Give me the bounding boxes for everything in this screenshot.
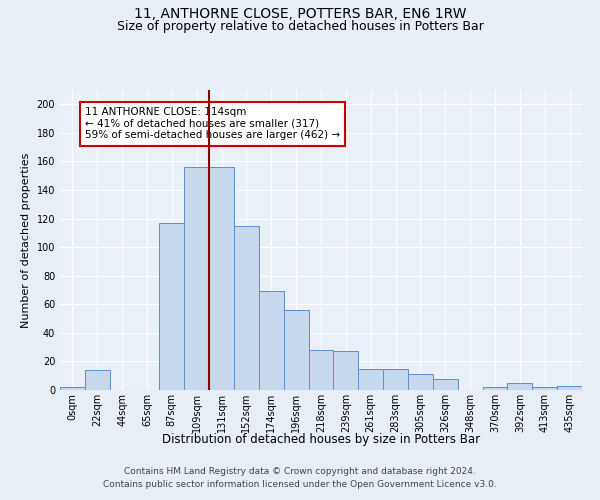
Bar bbox=[160, 223, 184, 390]
Bar bbox=[557, 386, 582, 390]
Text: 11, ANTHORNE CLOSE, POTTERS BAR, EN6 1RW: 11, ANTHORNE CLOSE, POTTERS BAR, EN6 1RW bbox=[134, 8, 466, 22]
Bar bbox=[408, 374, 433, 390]
Bar bbox=[184, 167, 209, 390]
Text: Contains public sector information licensed under the Open Government Licence v3: Contains public sector information licen… bbox=[103, 480, 497, 489]
Bar bbox=[234, 226, 259, 390]
Text: Contains HM Land Registry data © Crown copyright and database right 2024.: Contains HM Land Registry data © Crown c… bbox=[124, 467, 476, 476]
Text: Distribution of detached houses by size in Potters Bar: Distribution of detached houses by size … bbox=[162, 432, 480, 446]
Bar bbox=[433, 378, 458, 390]
Bar bbox=[85, 370, 110, 390]
Bar bbox=[383, 368, 408, 390]
Bar bbox=[209, 167, 234, 390]
Bar bbox=[508, 383, 532, 390]
Bar bbox=[259, 292, 284, 390]
Bar bbox=[482, 387, 508, 390]
Bar bbox=[60, 387, 85, 390]
Bar bbox=[358, 368, 383, 390]
Y-axis label: Number of detached properties: Number of detached properties bbox=[21, 152, 31, 328]
Bar bbox=[532, 387, 557, 390]
Bar bbox=[284, 310, 308, 390]
Bar bbox=[334, 352, 358, 390]
Bar bbox=[308, 350, 334, 390]
Text: 11 ANTHORNE CLOSE: 114sqm
← 41% of detached houses are smaller (317)
59% of semi: 11 ANTHORNE CLOSE: 114sqm ← 41% of detac… bbox=[85, 107, 340, 140]
Text: Size of property relative to detached houses in Potters Bar: Size of property relative to detached ho… bbox=[116, 20, 484, 33]
